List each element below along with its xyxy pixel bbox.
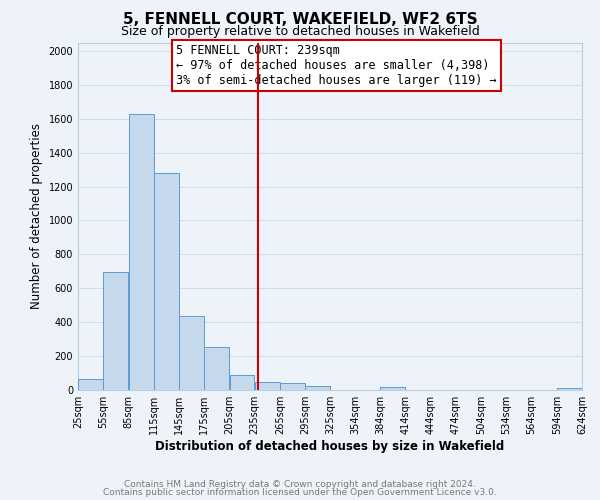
Bar: [305, 386, 330, 390]
Text: 5, FENNELL COURT, WAKEFIELD, WF2 6TS: 5, FENNELL COURT, WAKEFIELD, WF2 6TS: [122, 12, 478, 28]
Bar: [380, 388, 405, 390]
Bar: [230, 374, 254, 390]
Bar: [128, 114, 154, 390]
Bar: [205, 347, 229, 390]
Y-axis label: Number of detached properties: Number of detached properties: [30, 123, 43, 309]
Bar: [154, 173, 179, 390]
Bar: [179, 316, 204, 390]
Text: Contains HM Land Registry data © Crown copyright and database right 2024.: Contains HM Land Registry data © Crown c…: [124, 480, 476, 489]
Bar: [255, 382, 280, 390]
Bar: [280, 383, 305, 390]
X-axis label: Distribution of detached houses by size in Wakefield: Distribution of detached houses by size …: [155, 440, 505, 453]
Text: Size of property relative to detached houses in Wakefield: Size of property relative to detached ho…: [121, 25, 479, 38]
Text: 5 FENNELL COURT: 239sqm
← 97% of detached houses are smaller (4,398)
3% of semi-: 5 FENNELL COURT: 239sqm ← 97% of detache…: [176, 44, 497, 87]
Bar: [103, 272, 128, 390]
Bar: [78, 379, 103, 390]
Bar: [557, 388, 582, 390]
Text: Contains public sector information licensed under the Open Government Licence v3: Contains public sector information licen…: [103, 488, 497, 497]
